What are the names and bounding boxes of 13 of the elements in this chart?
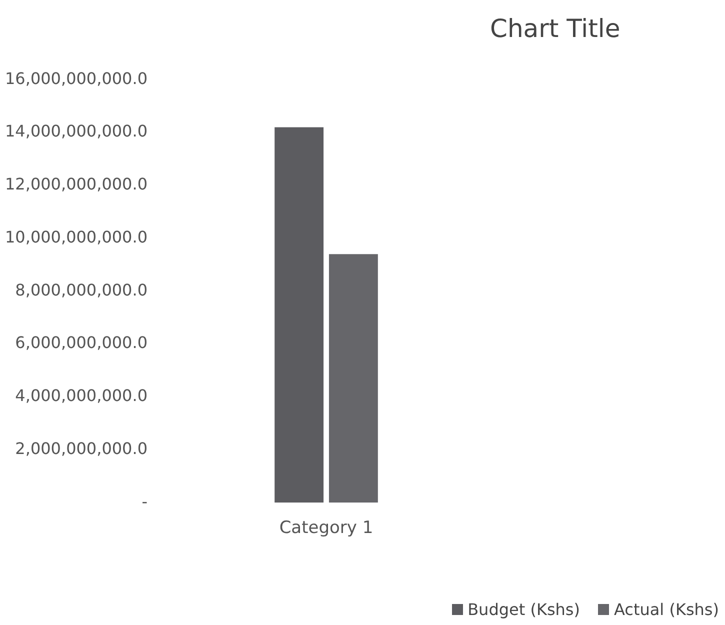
y-tick-label: 10,000,000,000.0: [5, 227, 148, 246]
y-tick-label: 6,000,000,000.0: [15, 333, 148, 352]
y-tick-label: 12,000,000,000.0: [5, 174, 148, 194]
legend-label: Budget (Kshs): [468, 600, 580, 619]
legend-label: Actual (Kshs): [614, 600, 719, 619]
y-tick-label: 14,000,000,000.0: [5, 122, 148, 141]
y-tick-label: 8,000,000,000.0: [15, 280, 148, 300]
x-tick-label: Category 1: [279, 518, 374, 538]
text: Chart Title: [490, 14, 620, 43]
y-tick-label: 4,000,000,000.0: [15, 386, 148, 406]
y-tick-label: -: [142, 492, 148, 511]
y-tick-label: 16,000,000,000.0: [5, 68, 148, 88]
y-tick-label: 2,000,000,000.0: [15, 438, 148, 458]
